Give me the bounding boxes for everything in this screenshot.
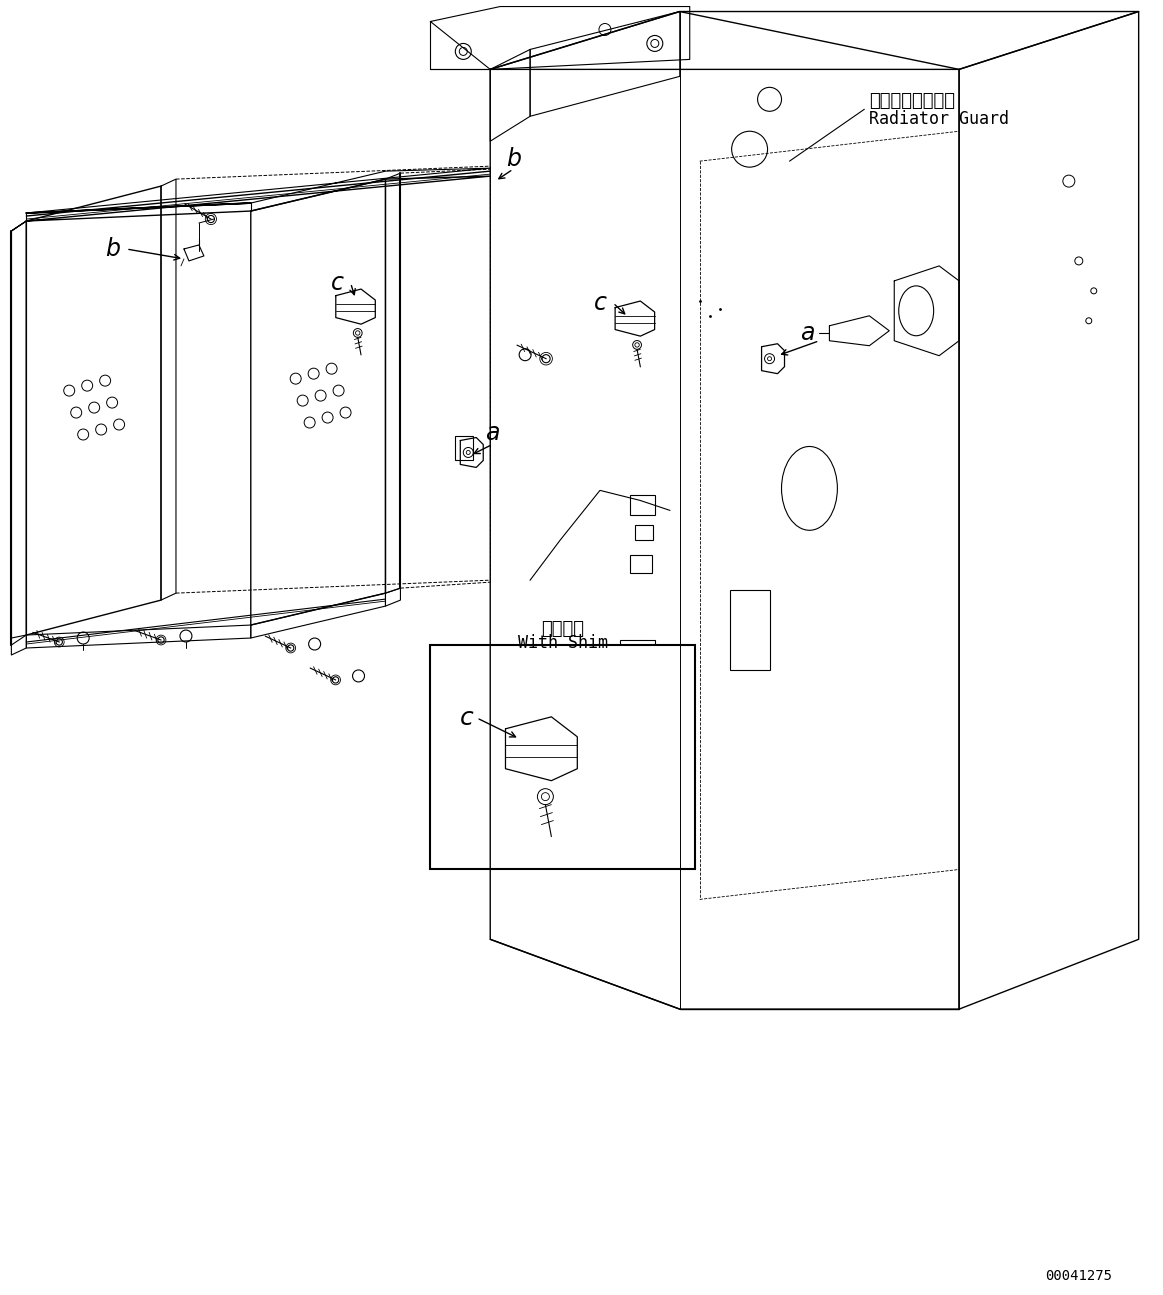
Text: シム付き: シム付き (541, 620, 584, 638)
Text: c: c (593, 291, 606, 315)
Bar (635, 526, 652, 540)
Text: With Shim: With Shim (518, 635, 607, 651)
Text: c: c (331, 271, 344, 295)
Text: b: b (106, 237, 121, 262)
Text: b: b (506, 148, 521, 171)
Text: 00041275: 00041275 (1046, 1269, 1112, 1283)
Bar (630, 496, 655, 515)
Bar (729, 591, 770, 670)
Text: ラジエータガード: ラジエータガード (869, 92, 955, 110)
Text: c: c (459, 706, 473, 730)
Bar (630, 556, 651, 574)
Text: a: a (485, 421, 499, 444)
Bar (430, 645, 694, 869)
Bar (620, 640, 655, 734)
Text: a: a (800, 321, 815, 344)
Bar (455, 435, 473, 461)
Text: Radiator Guard: Radiator Guard (869, 110, 1009, 128)
